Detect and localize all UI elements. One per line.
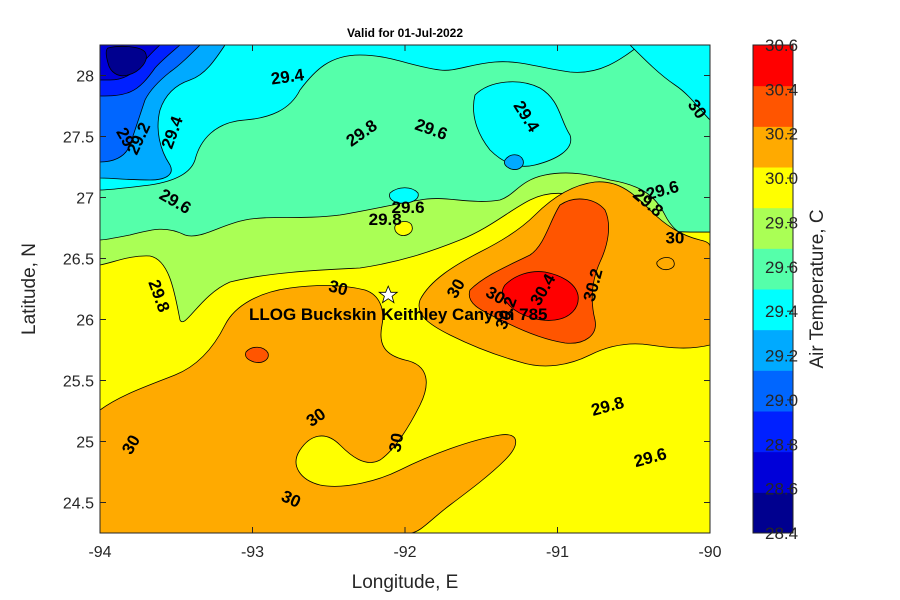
colorbar-swatch [753, 45, 793, 87]
contour-label: 30 [385, 432, 407, 454]
contour-label: 29.8 [369, 210, 402, 229]
x-tick-label: -91 [546, 544, 569, 561]
y-tick-label: 27 [76, 191, 94, 208]
star-icon [378, 285, 399, 304]
x-tick-label: -93 [241, 544, 264, 561]
colorbar-swatch [753, 126, 793, 168]
colorbar-tick-label: 30.2 [765, 125, 798, 144]
station-marker: LLOG Buckskin Keithley Canyon 785 [249, 285, 548, 324]
band-29-4-ne [629, 45, 710, 121]
colorbar-swatch [753, 451, 793, 493]
colorbar-swatch [753, 85, 793, 127]
contour-label: 30 [327, 276, 350, 299]
y-axis: 28 27.5 27 26.5 26 25.5 25 24.5 [63, 69, 710, 513]
band-30-4-small [245, 346, 269, 363]
colorbar-tick-label: 28.4 [765, 524, 798, 543]
band-29-2-small [503, 154, 524, 170]
x-tick-label: -92 [393, 544, 416, 561]
y-tick-label: 26.5 [63, 252, 94, 269]
y-tick-label: 27.5 [63, 130, 94, 147]
y-tick-label: 28 [76, 69, 94, 86]
colorbar-title: Air Temperature, C [807, 209, 828, 368]
station-label: LLOG Buckskin Keithley Canyon 785 [249, 305, 548, 324]
band-30-2-small [656, 257, 675, 270]
colorbar-tick-label: 29.2 [765, 347, 798, 366]
colorbar-tick-label: 28.6 [765, 480, 798, 499]
contour-label: 29.4 [270, 65, 306, 88]
colorbar-tick-label: 29.0 [765, 391, 798, 410]
x-tick-label: -94 [88, 544, 111, 561]
colorbar-swatch [753, 167, 793, 209]
x-axis-title: Longitude, E [352, 572, 459, 593]
y-tick-label: 24.5 [63, 496, 94, 513]
colorbar-swatch [753, 329, 793, 371]
band-30-0-small [394, 221, 413, 236]
y-axis-title: Latitude, N [19, 243, 40, 335]
band-30-6 [501, 271, 579, 321]
colorbar-swatch [753, 207, 793, 249]
x-tick-label: -90 [698, 544, 721, 561]
colorbar-tick-label: 29.6 [765, 258, 798, 277]
band-29-4-east [473, 81, 572, 167]
contour-map [100, 45, 710, 533]
y-tick-label: 25.5 [63, 374, 94, 391]
band-29-4-small [389, 187, 419, 204]
colorbar-tick-label: 30.4 [765, 80, 798, 99]
colorbar-swatch [753, 370, 793, 412]
colorbar-tick-label: 30.6 [765, 36, 798, 55]
colorbar-frame [752, 44, 794, 534]
colorbar: 30.6 30.4 30.2 30.0 29.8 29.6 29.4 29.2 29.0 28.8… [752, 36, 798, 543]
colorbar-tick-label: 29.8 [765, 213, 798, 232]
colorbar-swatch [753, 411, 793, 453]
x-axis: -94 -93 -92 -91 -90 [88, 45, 722, 561]
band-28-4 [105, 45, 147, 77]
colorbar-swatch [753, 289, 793, 331]
band-29-4 [100, 45, 641, 191]
colorbar-tick-label: 29.4 [765, 302, 798, 321]
y-tick-label: 26 [76, 313, 94, 330]
band-30-2-south [100, 285, 517, 533]
colorbar-swatch [753, 248, 793, 290]
colorbar-tick-label: 30.0 [765, 169, 798, 188]
contour-label: 30 [665, 228, 684, 247]
plot-title: Valid for 01-Jul-2022 [347, 26, 463, 40]
colorbar-tick-label: 28.8 [765, 435, 798, 454]
colorbar-swatch [753, 492, 793, 534]
contour-label: 29.6 [392, 198, 425, 217]
y-tick-label: 25 [76, 435, 94, 452]
